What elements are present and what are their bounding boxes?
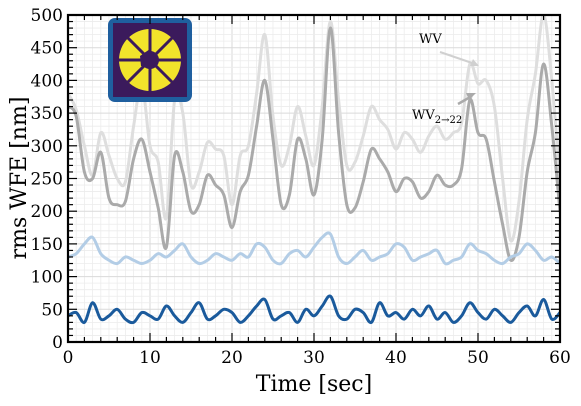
x-tick-label: 50 bbox=[467, 348, 489, 368]
axis-ticks bbox=[67, 14, 561, 343]
y-tick-label: 50 bbox=[41, 300, 63, 320]
annotation-wv-subset-arrowhead bbox=[466, 93, 476, 100]
annotation-wv-subset: WV2→22 bbox=[412, 93, 476, 126]
series-line-wv bbox=[68, 15, 560, 243]
pupil-segment-gap bbox=[140, 49, 156, 68]
annotation-wv-subset-label: WV2→22 bbox=[412, 108, 462, 126]
x-tick-label: 30 bbox=[303, 348, 325, 368]
y-tick-label: 300 bbox=[31, 137, 63, 157]
series-layer bbox=[68, 15, 560, 325]
y-tick-label: 100 bbox=[31, 268, 63, 288]
x-tick-label: 40 bbox=[385, 348, 407, 368]
y-tick-label: 200 bbox=[31, 202, 63, 222]
x-tick-label: 20 bbox=[221, 348, 243, 368]
y-axis-title: rms WFE [nm] bbox=[7, 97, 32, 260]
annotation-wv-arrowhead bbox=[470, 59, 479, 66]
annotation-wv: WV bbox=[419, 32, 479, 66]
x-tick-label: 10 bbox=[139, 348, 161, 368]
y-tick-label: 250 bbox=[31, 170, 63, 190]
x-tick-label: 0 bbox=[63, 348, 74, 368]
x-tick-label: 60 bbox=[549, 348, 571, 368]
y-tick-label: 0 bbox=[52, 333, 63, 353]
series-line-light-blue bbox=[68, 231, 560, 266]
y-tick-label: 450 bbox=[31, 39, 63, 59]
annotation-wv-label: WV bbox=[419, 32, 442, 47]
pupil-inset bbox=[108, 18, 192, 102]
x-axis-title: Time [sec] bbox=[256, 372, 372, 397]
y-tick-label: 500 bbox=[31, 6, 63, 26]
y-tick-label: 400 bbox=[31, 71, 63, 91]
series-line-dark-blue bbox=[68, 294, 560, 325]
y-tick-label: 150 bbox=[31, 235, 63, 255]
series-line-wv-subset bbox=[68, 26, 560, 262]
annotation-wv-arrow bbox=[439, 51, 476, 65]
tick-labels: 0 10 20 30 40 50 60 0 50 100 150 200 250 300 350 400 450… bbox=[31, 6, 571, 368]
y-tick-label: 350 bbox=[31, 104, 63, 124]
